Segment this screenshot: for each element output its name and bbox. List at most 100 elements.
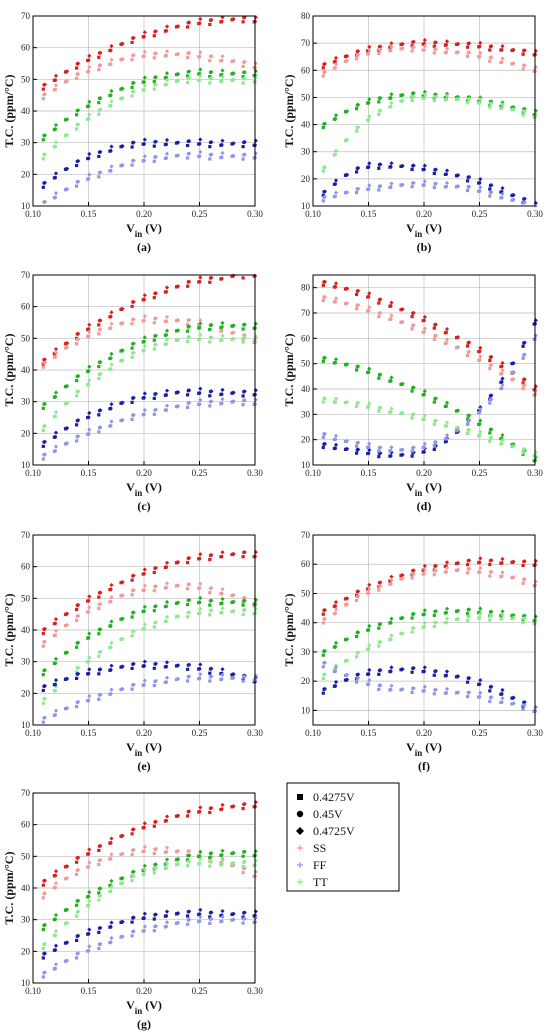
diamond-marker [87, 172, 92, 177]
y-tick-label: 20 [301, 435, 311, 445]
square-marker [41, 138, 45, 142]
circle-marker [422, 612, 426, 617]
diamond-marker [522, 106, 527, 111]
diamond-marker [411, 611, 416, 616]
diamond-marker [489, 613, 494, 618]
square-marker [152, 296, 156, 300]
square-marker [130, 852, 134, 857]
diamond-marker [76, 909, 81, 914]
diamond-marker [400, 667, 405, 672]
square-marker [241, 145, 245, 149]
diamond-marker [345, 446, 350, 451]
diamond-marker [187, 674, 192, 679]
circle-marker [53, 661, 57, 665]
square-marker [377, 314, 381, 319]
diamond-marker [489, 183, 494, 188]
square-marker [241, 403, 245, 407]
circle-marker [333, 182, 338, 186]
square-marker [208, 613, 212, 617]
diamond-marker [356, 302, 361, 308]
circle-marker [108, 149, 113, 153]
x-axis-label: Vin (V) [406, 480, 442, 498]
square-marker [208, 340, 212, 344]
diamond-marker [76, 337, 81, 342]
circle-marker [197, 586, 202, 590]
y-tick-label: 20 [301, 174, 311, 184]
diamond-marker [76, 867, 81, 872]
diamond-marker [198, 857, 203, 862]
diamond-marker [65, 650, 70, 655]
diamond-marker [322, 396, 327, 401]
diamond-marker [187, 151, 192, 156]
square-marker [521, 707, 525, 711]
diamond-marker [478, 177, 483, 182]
square-marker [321, 665, 325, 669]
circle-marker [108, 940, 113, 945]
square-marker [186, 615, 190, 619]
diamond-marker [422, 44, 427, 49]
circle-marker [499, 692, 504, 696]
diamond-marker [378, 405, 383, 410]
circle-marker [53, 127, 57, 131]
diamond-marker [142, 622, 147, 627]
diamond-marker [253, 909, 258, 914]
diamond-marker [367, 114, 372, 119]
diamond-marker [467, 340, 472, 345]
square-marker [488, 439, 492, 443]
diamond-marker [522, 702, 527, 708]
diamond-marker [231, 860, 236, 866]
diamond-marker [322, 355, 327, 360]
diamond-marker [187, 809, 192, 814]
circle-marker [108, 326, 113, 330]
diamond-marker [164, 78, 170, 83]
diamond-marker [444, 168, 450, 173]
diamond-marker [522, 613, 527, 618]
diamond-marker [422, 89, 427, 94]
square-marker [130, 322, 134, 326]
diamond-marker [109, 351, 114, 356]
diamond-marker [198, 318, 203, 323]
circle-marker [444, 50, 449, 55]
diamond-marker [220, 397, 225, 402]
diamond-marker [120, 95, 125, 101]
circle-marker [53, 195, 57, 200]
square-marker [466, 188, 470, 193]
diamond-marker [164, 814, 170, 819]
diamond-marker [389, 406, 394, 411]
diamond-marker [378, 183, 383, 189]
square-marker [41, 365, 45, 369]
diamond-marker [345, 109, 350, 114]
square-marker [355, 368, 359, 372]
circle-marker [53, 633, 57, 637]
square-marker [521, 356, 525, 360]
diamond-marker [142, 30, 147, 35]
diamond-marker [198, 849, 203, 855]
x-tick-label: 0.20 [136, 468, 152, 478]
diamond-marker [489, 362, 494, 368]
x-tick-label: 0.25 [192, 468, 208, 478]
diamond-marker [76, 434, 81, 439]
diamond-marker [187, 662, 192, 667]
diamond-marker [322, 189, 327, 194]
diamond-marker [500, 191, 505, 197]
square-marker [41, 87, 45, 91]
diamond-marker [322, 686, 327, 691]
y-tick-label: 60 [301, 65, 311, 75]
diamond-marker [231, 273, 236, 278]
square-marker [97, 898, 101, 902]
diamond-marker [187, 582, 192, 587]
diamond-marker [220, 74, 225, 79]
diamond-marker [187, 69, 192, 74]
y-tick-label: 70 [21, 270, 31, 280]
diamond-marker [65, 622, 70, 628]
square-marker [410, 389, 414, 393]
circle-marker [219, 392, 224, 396]
diamond-marker [153, 620, 158, 625]
diamond-marker [489, 354, 494, 359]
circle-marker [142, 412, 146, 417]
diamond-marker [467, 418, 472, 423]
square-marker [75, 439, 79, 443]
y-axis-label: T.C. (ppm/°C) [2, 75, 16, 148]
circle-marker [142, 318, 146, 323]
diamond-marker [433, 40, 438, 45]
